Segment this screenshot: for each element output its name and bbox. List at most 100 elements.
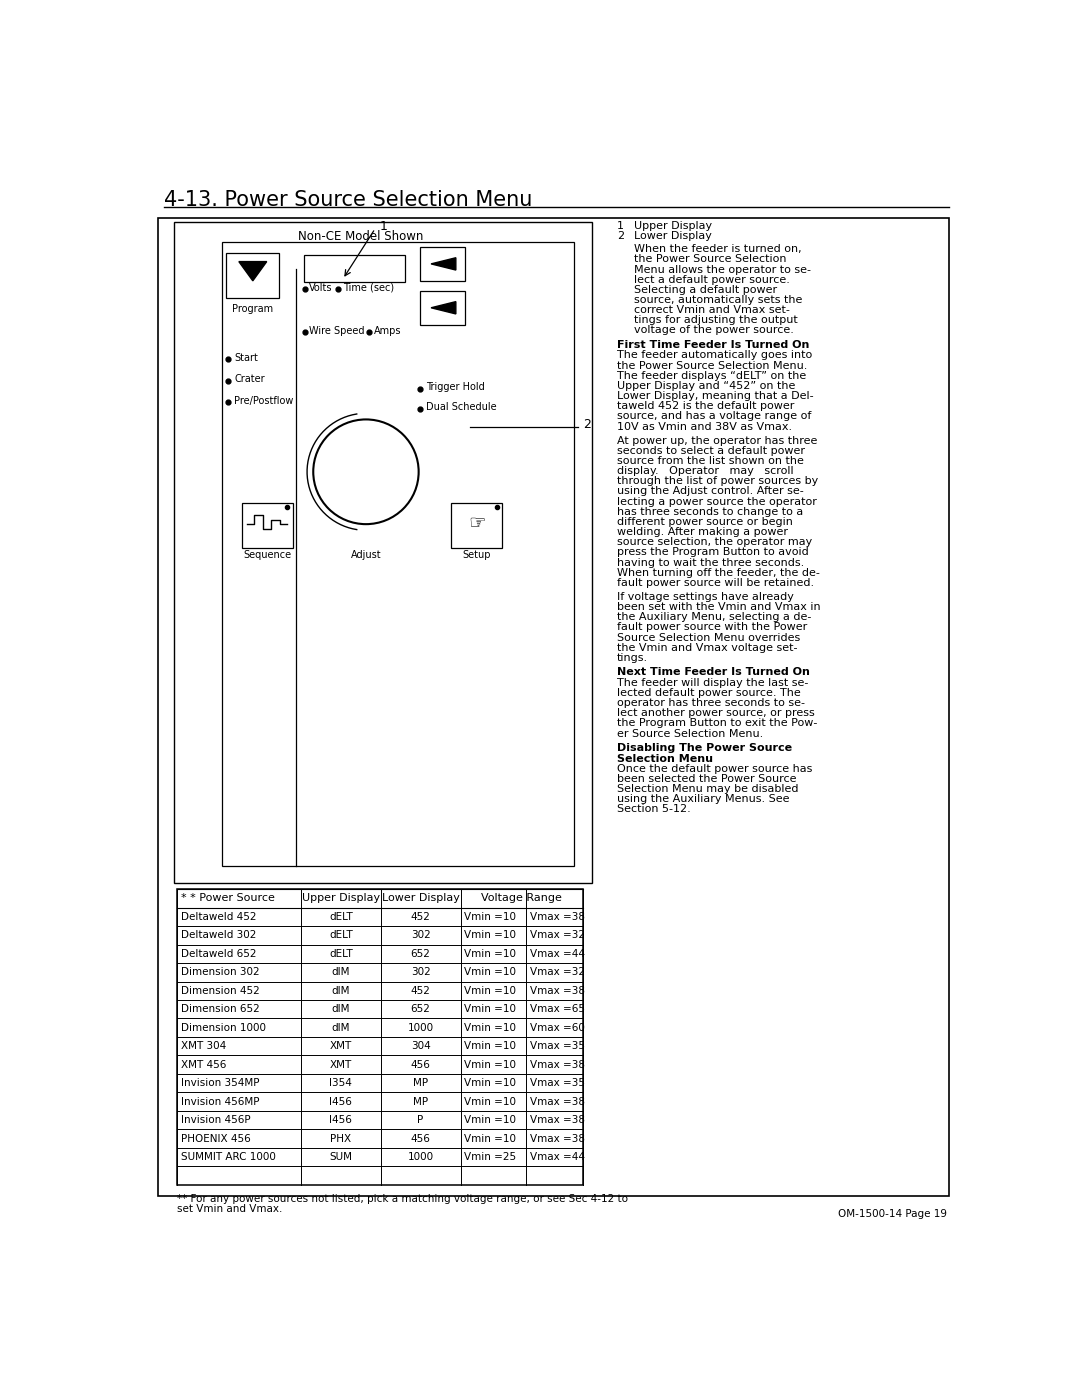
Text: 452: 452 bbox=[410, 986, 431, 996]
Text: 10V as Vmin and 38V as Vmax.: 10V as Vmin and 38V as Vmax. bbox=[617, 422, 792, 432]
Text: Invision 354MP: Invision 354MP bbox=[180, 1078, 259, 1088]
Bar bbox=[420, 247, 465, 281]
Text: 2: 2 bbox=[617, 231, 624, 240]
Text: First Time Feeder Is Turned On: First Time Feeder Is Turned On bbox=[617, 339, 809, 349]
Text: Invision 456P: Invision 456P bbox=[180, 1115, 251, 1125]
Text: Disabling The Power Source
Selection Menu: Disabling The Power Source Selection Men… bbox=[617, 743, 792, 764]
Text: PHX: PHX bbox=[330, 1133, 351, 1144]
Text: Vmin =10: Vmin =10 bbox=[464, 930, 516, 940]
Text: set Vmin and Vmax.: set Vmin and Vmax. bbox=[177, 1204, 282, 1214]
Text: been set with the Vmin and Vmax in: been set with the Vmin and Vmax in bbox=[617, 602, 821, 612]
Text: er Source Selection Menu.: er Source Selection Menu. bbox=[617, 729, 764, 739]
Text: Vmin =10: Vmin =10 bbox=[464, 1097, 516, 1106]
Text: 1000: 1000 bbox=[407, 1023, 434, 1032]
Text: source selection, the operator may: source selection, the operator may bbox=[617, 538, 812, 548]
Text: 1000: 1000 bbox=[407, 1153, 434, 1162]
Polygon shape bbox=[239, 261, 267, 281]
Text: Pre/Postflow: Pre/Postflow bbox=[234, 395, 294, 407]
Text: At power up, the operator has three: At power up, the operator has three bbox=[617, 436, 818, 446]
Text: lected default power source. The: lected default power source. The bbox=[617, 687, 800, 698]
Text: dELT: dELT bbox=[329, 912, 353, 922]
Text: Vmin =10: Vmin =10 bbox=[464, 1004, 516, 1014]
Text: Start: Start bbox=[234, 353, 258, 363]
Text: fault power source will be retained.: fault power source will be retained. bbox=[617, 578, 814, 588]
Text: Vmin =25: Vmin =25 bbox=[464, 1153, 516, 1162]
Text: using the Adjust control. After se-: using the Adjust control. After se- bbox=[617, 486, 804, 496]
Text: MP: MP bbox=[413, 1078, 428, 1088]
Text: I456: I456 bbox=[329, 1115, 352, 1125]
Text: XMT 456: XMT 456 bbox=[180, 1060, 226, 1070]
Text: Selection Menu may be disabled: Selection Menu may be disabled bbox=[617, 784, 798, 793]
Text: Voltage Range: Voltage Range bbox=[482, 893, 563, 904]
Text: Vmin =10: Vmin =10 bbox=[464, 949, 516, 958]
Text: Lower Display: Lower Display bbox=[634, 231, 712, 240]
Text: Selecting a default power: Selecting a default power bbox=[634, 285, 778, 295]
Text: MP: MP bbox=[413, 1097, 428, 1106]
Text: Dimension 452: Dimension 452 bbox=[180, 986, 259, 996]
Bar bbox=[221, 242, 575, 866]
Text: 4-13. Power Source Selection Menu: 4-13. Power Source Selection Menu bbox=[164, 190, 532, 210]
Text: Section 5-12.: Section 5-12. bbox=[617, 805, 691, 814]
Text: I354: I354 bbox=[329, 1078, 352, 1088]
Text: 652: 652 bbox=[410, 1004, 431, 1014]
Text: dIM: dIM bbox=[332, 1023, 350, 1032]
Text: source, and has a voltage range of: source, and has a voltage range of bbox=[617, 412, 811, 422]
Text: 2: 2 bbox=[583, 418, 591, 432]
Text: Vmin =10: Vmin =10 bbox=[464, 986, 516, 996]
Bar bbox=[420, 291, 465, 324]
Text: Vmax =32: Vmax =32 bbox=[530, 967, 585, 978]
Text: When the feeder is turned on,: When the feeder is turned on, bbox=[634, 244, 801, 254]
Text: the Program Button to exit the Pow-: the Program Button to exit the Pow- bbox=[617, 718, 818, 728]
Text: display.   Operator   may   scroll: display. Operator may scroll bbox=[617, 467, 794, 476]
Text: 456: 456 bbox=[410, 1060, 431, 1070]
Text: Lower Display: Lower Display bbox=[381, 893, 459, 904]
Text: Vmin =10: Vmin =10 bbox=[464, 912, 516, 922]
Text: Dimension 1000: Dimension 1000 bbox=[180, 1023, 266, 1032]
Text: Program: Program bbox=[232, 305, 273, 314]
Text: Upper Display: Upper Display bbox=[634, 221, 712, 231]
Text: the Power Source Selection: the Power Source Selection bbox=[634, 254, 786, 264]
Text: 452: 452 bbox=[410, 912, 431, 922]
Polygon shape bbox=[431, 257, 456, 270]
Text: XMT: XMT bbox=[329, 1060, 352, 1070]
Text: operator has three seconds to se-: operator has three seconds to se- bbox=[617, 698, 805, 708]
Text: P: P bbox=[418, 1115, 423, 1125]
Text: dIM: dIM bbox=[332, 986, 350, 996]
Text: Dual Schedule: Dual Schedule bbox=[427, 402, 497, 412]
Text: the Auxiliary Menu, selecting a de-: the Auxiliary Menu, selecting a de- bbox=[617, 612, 811, 622]
Text: Time (sec): Time (sec) bbox=[342, 282, 394, 293]
Text: Vmax =35: Vmax =35 bbox=[530, 1078, 585, 1088]
Text: tings.: tings. bbox=[617, 652, 648, 664]
Text: If voltage settings have already: If voltage settings have already bbox=[617, 592, 794, 602]
Text: PHOENIX 456: PHOENIX 456 bbox=[180, 1133, 251, 1144]
Text: seconds to select a default power: seconds to select a default power bbox=[617, 446, 805, 455]
Text: Vmin =10: Vmin =10 bbox=[464, 1133, 516, 1144]
Text: Crater: Crater bbox=[234, 374, 265, 384]
Text: Deltaweld 302: Deltaweld 302 bbox=[180, 930, 256, 940]
Text: Source Selection Menu overrides: Source Selection Menu overrides bbox=[617, 633, 800, 643]
Bar bbox=[227, 253, 279, 298]
Text: Non-CE Model Shown: Non-CE Model Shown bbox=[298, 231, 423, 243]
Text: lecting a power source the operator: lecting a power source the operator bbox=[617, 496, 816, 507]
Text: Volts: Volts bbox=[309, 282, 333, 293]
Text: Vmin =10: Vmin =10 bbox=[464, 1115, 516, 1125]
Text: Vmax =60: Vmax =60 bbox=[530, 1023, 585, 1032]
Text: Deltaweld 652: Deltaweld 652 bbox=[180, 949, 256, 958]
Text: the Power Source Selection Menu.: the Power Source Selection Menu. bbox=[617, 360, 808, 370]
Text: Invision 456MP: Invision 456MP bbox=[180, 1097, 259, 1106]
Text: Sequence: Sequence bbox=[243, 549, 292, 560]
Text: 302: 302 bbox=[410, 967, 431, 978]
Text: 652: 652 bbox=[410, 949, 431, 958]
Text: Adjust: Adjust bbox=[351, 549, 381, 560]
Text: press the Program Button to avoid: press the Program Button to avoid bbox=[617, 548, 809, 557]
Bar bbox=[242, 503, 293, 548]
Text: XMT: XMT bbox=[329, 1041, 352, 1051]
Text: correct Vmin and Vmax set-: correct Vmin and Vmax set- bbox=[634, 305, 789, 316]
Text: 304: 304 bbox=[410, 1041, 431, 1051]
Text: Upper Display: Upper Display bbox=[301, 893, 380, 904]
Text: welding. After making a power: welding. After making a power bbox=[617, 527, 788, 536]
Text: has three seconds to change to a: has three seconds to change to a bbox=[617, 507, 804, 517]
Text: Vmax =38: Vmax =38 bbox=[530, 986, 585, 996]
Text: Setup: Setup bbox=[462, 549, 491, 560]
Text: Vmax =38: Vmax =38 bbox=[530, 912, 585, 922]
